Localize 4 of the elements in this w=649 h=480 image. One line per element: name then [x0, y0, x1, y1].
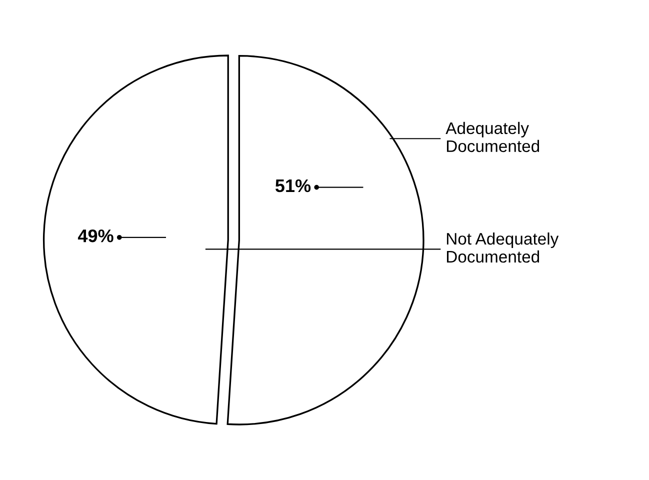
- slice-label: Adequately Documented: [446, 122, 540, 152]
- slice-label: Not Adequately Documented: [446, 232, 559, 263]
- data-label: 49%: [78, 229, 114, 242]
- data-label: 51%: [275, 179, 311, 192]
